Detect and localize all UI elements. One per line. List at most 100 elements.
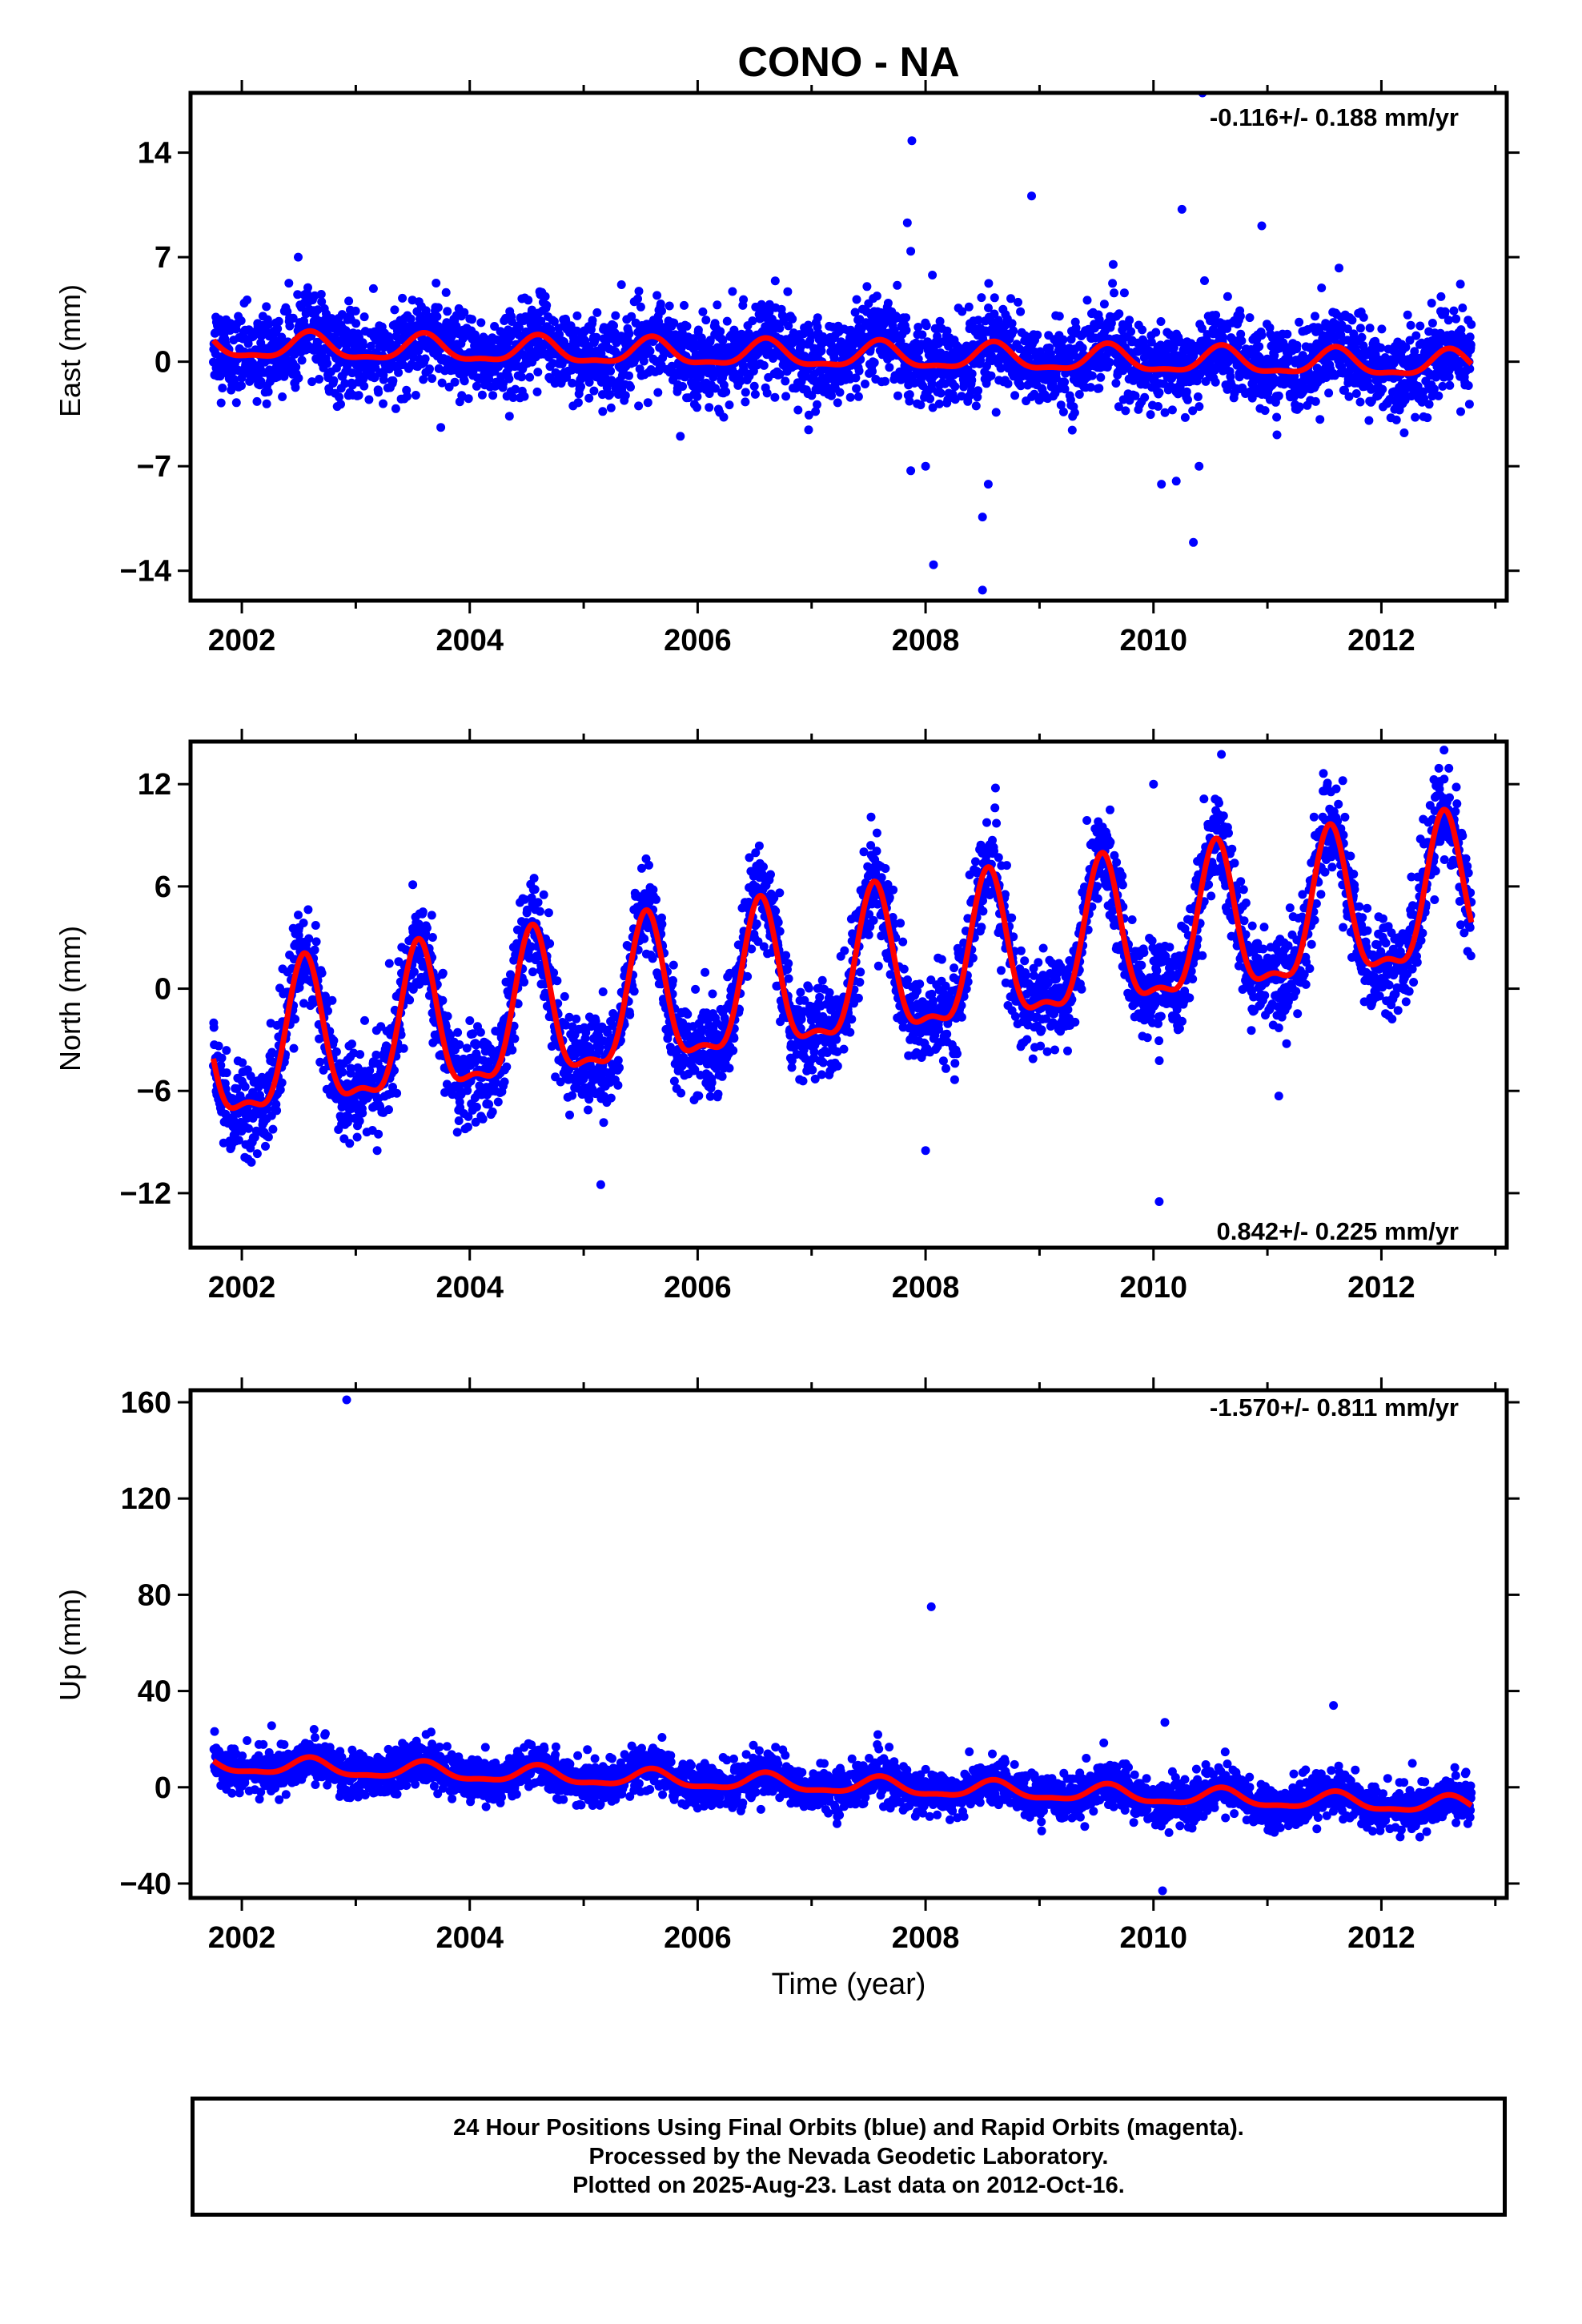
east-data-point [364, 395, 374, 404]
east-data-point [511, 384, 520, 394]
north-data-point [502, 1062, 512, 1072]
east-data-point [750, 389, 760, 399]
north-data-point [528, 967, 537, 977]
east-data-point [284, 279, 294, 288]
east-data-point [573, 398, 583, 408]
east-data-point [533, 368, 543, 377]
east-data-point [977, 293, 986, 303]
east-data-point [1235, 312, 1245, 321]
east-data-point [698, 307, 708, 316]
north-data-point [358, 1108, 367, 1118]
east-data-point [592, 308, 602, 317]
east-data-point [893, 280, 902, 290]
east-data-point [1223, 292, 1232, 301]
north-data-point [222, 1068, 231, 1078]
east-data-point [1335, 263, 1343, 273]
east-data-point [368, 283, 378, 293]
east-data-point [245, 376, 255, 386]
east-data-point [905, 390, 914, 400]
north-data-point [310, 945, 319, 955]
north-data-point [488, 1107, 497, 1116]
north-data-point [299, 919, 308, 927]
east-data-point [291, 383, 300, 392]
east-data-point [984, 279, 994, 288]
north-data-point [455, 1040, 464, 1049]
east-data-point [329, 376, 339, 385]
east-data-point [215, 372, 225, 381]
east-data-point [748, 316, 757, 326]
north-data-point [533, 898, 543, 907]
east-data-point [408, 296, 417, 305]
east-data-point [390, 305, 400, 315]
east-outlier-point [906, 247, 916, 256]
east-data-point [1054, 312, 1064, 321]
east-data-point [718, 336, 728, 345]
east-data-point [504, 412, 514, 421]
north-data-point [252, 1149, 262, 1159]
east-data-point [525, 372, 535, 382]
east-data-point [636, 302, 645, 312]
east-data-point [236, 316, 246, 325]
east-data-point [676, 432, 685, 441]
east-data-point [468, 315, 476, 324]
east-data-point [901, 325, 911, 335]
north-data-point [268, 1124, 278, 1134]
east-data-point [1110, 288, 1118, 298]
east-data-point [532, 387, 542, 396]
east-data-point [1257, 331, 1267, 340]
east-data-point [936, 388, 946, 398]
east-data-point [689, 334, 698, 344]
east-data-point [1351, 389, 1361, 398]
east-data-point [926, 394, 935, 404]
east-data-point [278, 392, 287, 401]
east-data-point [693, 325, 703, 335]
east-data-point [1427, 319, 1437, 328]
east-outlier-point [907, 136, 917, 146]
east-data-point [597, 390, 607, 400]
east-data-point [1378, 384, 1387, 394]
east-data-point [432, 312, 442, 321]
east-data-point [568, 378, 577, 388]
east-data-point [1010, 391, 1020, 400]
north-data-point [399, 1043, 408, 1053]
east-data-point [829, 354, 839, 363]
east-data-point [366, 341, 375, 351]
north-data-point [263, 1132, 273, 1142]
east-data-point [901, 313, 911, 323]
east-data-point [598, 407, 608, 416]
east-data-point [443, 307, 452, 316]
east-data-point [359, 340, 367, 350]
east-data-point [711, 384, 720, 393]
east-data-point [256, 377, 266, 386]
north-data-point [355, 1116, 364, 1126]
east-data-point [693, 403, 701, 412]
east-data-point [1108, 279, 1118, 288]
north-data-point [384, 959, 394, 968]
east-data-point [1156, 317, 1166, 326]
east-data-point [419, 375, 428, 384]
east-data-point [657, 306, 666, 316]
north-data-point [428, 933, 437, 942]
north-data-point [360, 1015, 369, 1025]
east-data-point [589, 386, 599, 396]
east-data-point [606, 403, 616, 412]
east-data-point [719, 380, 729, 390]
east-data-point [1295, 317, 1304, 327]
east-data-point [1445, 380, 1455, 390]
east-data-point [1245, 313, 1255, 323]
east-data-point [741, 397, 750, 407]
east-data-point [627, 312, 636, 321]
east-data-point [1424, 400, 1434, 409]
east-data-point [719, 412, 729, 422]
east-data-point [1167, 405, 1177, 415]
east-data-point [572, 326, 581, 336]
east-data-point [705, 403, 714, 412]
east-data-point [1464, 381, 1473, 390]
east-data-point [340, 379, 350, 388]
east-data-point [678, 382, 688, 391]
east-data-point [1464, 400, 1474, 409]
east-data-point [452, 321, 461, 331]
east-outlier-point [906, 466, 916, 476]
east-data-point [294, 252, 303, 262]
